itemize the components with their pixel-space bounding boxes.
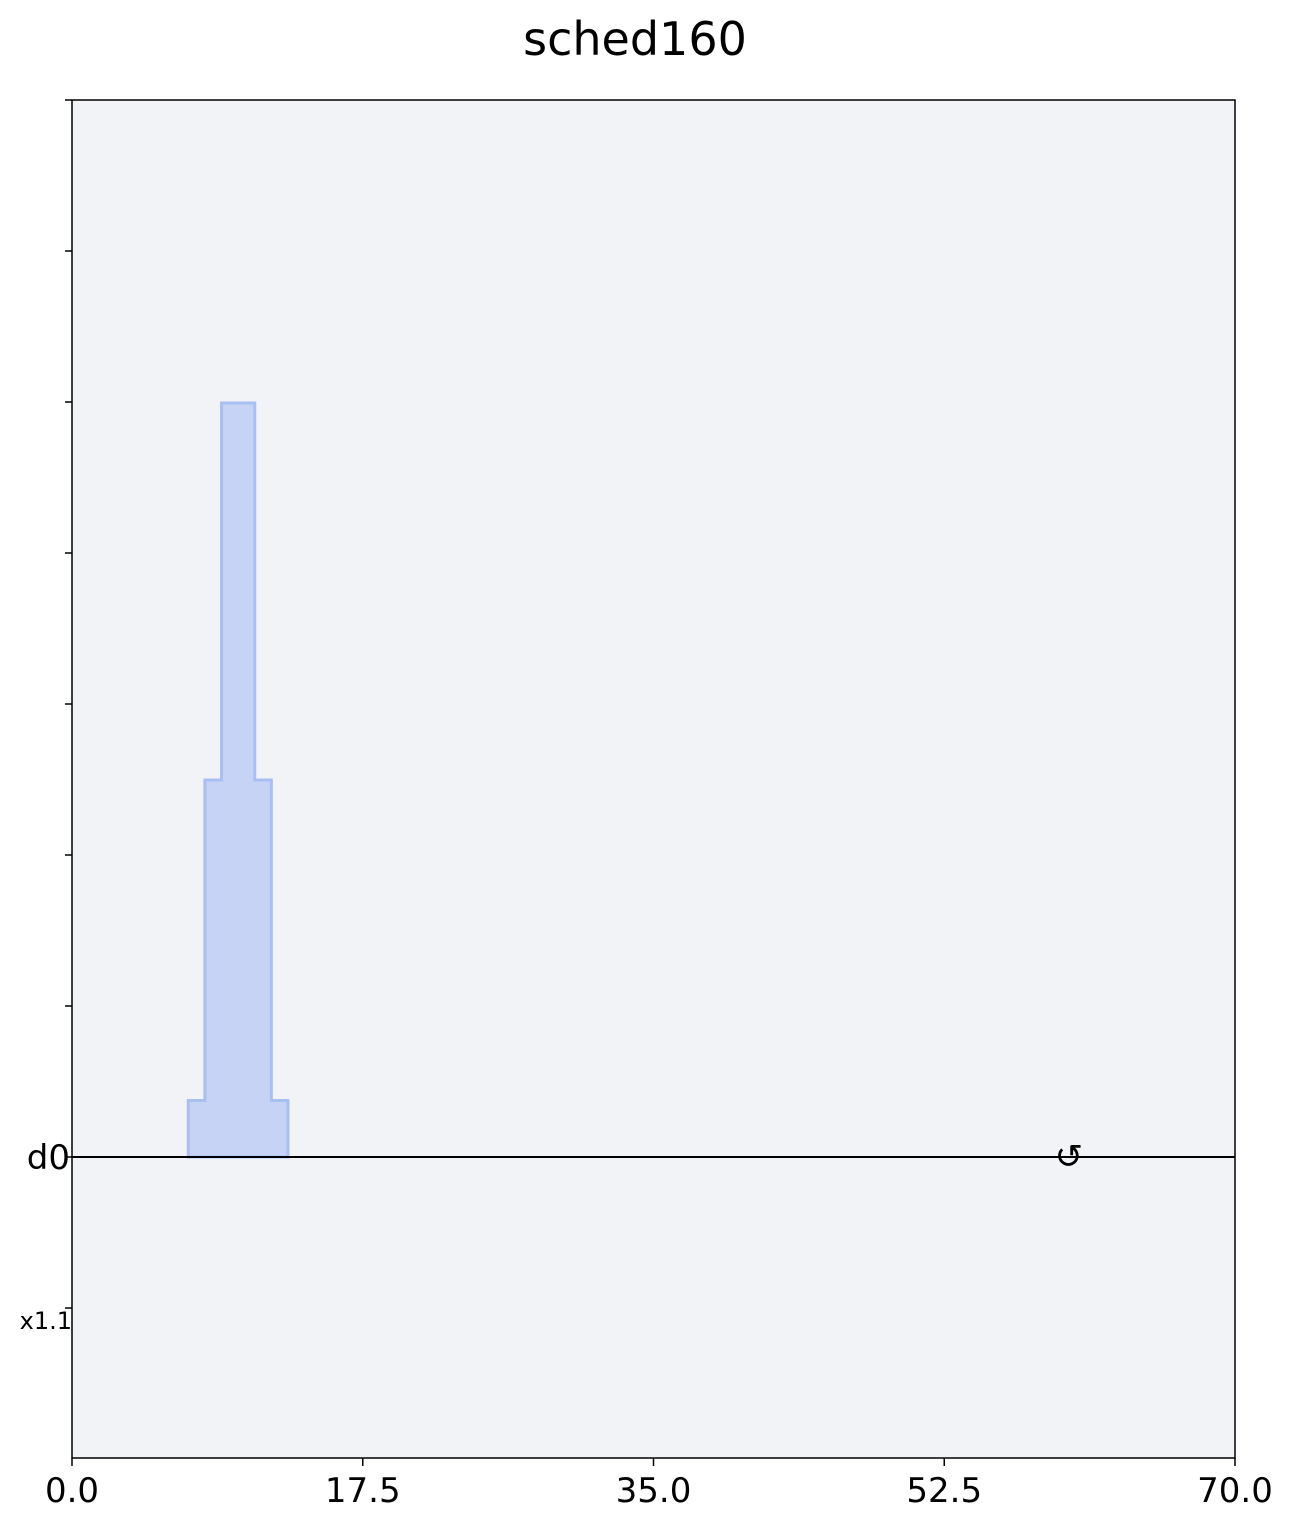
x-tick-label-3: 52.5 bbox=[906, 1471, 982, 1511]
x-tick-label-2: 35.0 bbox=[616, 1471, 692, 1511]
phase-marker-icon: ↺ bbox=[1055, 1137, 1084, 1177]
channel-label-d0: d0 bbox=[27, 1138, 70, 1178]
channel-scale-label-d0: x1.1 bbox=[20, 1307, 72, 1335]
x-axis-ticks: 0.0 17.5 35.0 52.5 70.0 bbox=[45, 1458, 1273, 1511]
waveform-layer bbox=[186, 401, 290, 1159]
x-tick-label-0: 0.0 bbox=[45, 1471, 99, 1511]
chart-title: sched160 bbox=[523, 12, 747, 66]
x-tick-label-4: 70.0 bbox=[1197, 1471, 1273, 1511]
pulse-waveform-d0 bbox=[186, 401, 290, 1159]
x-tick-label-1: 17.5 bbox=[325, 1471, 401, 1511]
y-axis-ticks bbox=[65, 99, 72, 1309]
